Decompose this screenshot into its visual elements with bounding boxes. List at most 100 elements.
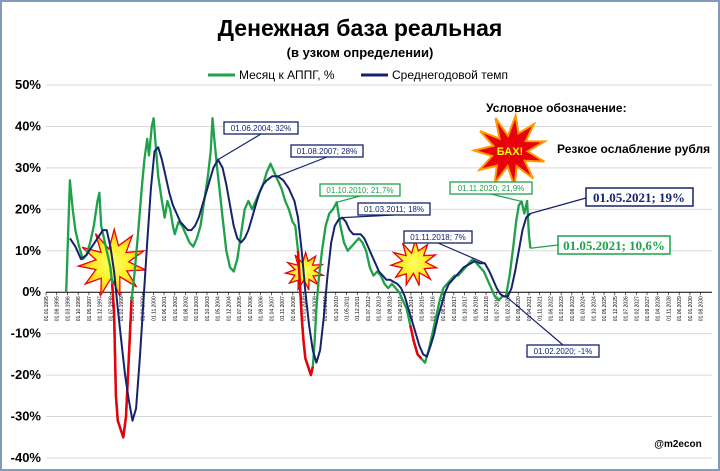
x-tick-label: 01.03.2003 [194, 296, 200, 321]
series-group [65, 117, 532, 439]
x-tick-label: 01.03.2017 [452, 296, 458, 321]
annotation-last-navy-leader [530, 197, 587, 215]
x-tick-label: 01.06.2029 [677, 296, 683, 321]
annotation-peak-2007: 01.08.2007; 28% [297, 147, 358, 156]
x-tick-label: 01.05.2011 [344, 296, 350, 321]
annotation-navy-2020-leader [505, 295, 564, 346]
x-tick-label: 01.01.2023 [559, 296, 565, 321]
x-tick-label: 01.11.2028 [666, 296, 672, 321]
x-tick-label: 01.10.2017 [463, 296, 469, 321]
annotations: 01.06.2004; 32% 01.08.2007; 28% 01.10.2010… [217, 121, 694, 358]
legend-burst: БАХ! [470, 111, 549, 188]
x-tick-label: 01.06.2015 [420, 296, 426, 321]
x-tick-label: 01.09.1999 [130, 296, 136, 321]
y-tick-label: -20% [11, 367, 42, 382]
x-tick-label: 01.11.2014 [409, 296, 415, 321]
annotation-navy-2018: 01.11.2018; 7% [410, 233, 465, 242]
y-tick-label: -40% [11, 450, 42, 465]
burst-marker [388, 237, 439, 288]
x-tick-label: 01.01.2030 [688, 296, 694, 321]
legend-burst-word: БАХ! [497, 146, 523, 158]
annotation-navy-2011-box [357, 202, 431, 216]
x-tick-label: 01.06.2001 [162, 296, 168, 321]
x-tick-label: 01.12.1997 [98, 296, 104, 321]
x-tick-label: 01.03.2024 [581, 296, 587, 321]
y-tick-label: 50% [15, 77, 41, 92]
x-tick-label: 01.03.2010 [323, 296, 329, 321]
x-tick-label: 01.01.2009 [302, 296, 308, 321]
series-line-highlight [296, 250, 315, 377]
annotation-green-2020: 01.11.2020; 21,9% [458, 184, 525, 193]
annotation-peak-2007-leader [277, 156, 328, 177]
annotation-peak-2004-leader [217, 133, 262, 161]
x-tick-label: 01.06.2008 [291, 296, 297, 321]
x-tick-label: 01.04.2007 [269, 296, 275, 321]
annotation-last-navy-box [585, 187, 694, 207]
annotation-last-green-leader [530, 244, 559, 249]
series-line-average [69, 146, 532, 422]
x-tick-label: 01.02.2020 [505, 296, 511, 321]
legend-note-title: Условное обозначение: [486, 101, 627, 115]
annotation-green-2020-leader [490, 193, 522, 203]
x-tick-label: 01.09.2013 [387, 296, 393, 321]
legend-navy-label: Среднегодовой темп [392, 68, 508, 82]
x-tick-label: 01.11.2021 [538, 296, 544, 321]
x-tick-label: 01.08.2016 [441, 296, 447, 321]
y-tick-label: 20% [15, 201, 41, 216]
annotation-navy-2020: 01.02.2020; -1% [534, 347, 593, 356]
y-tick-label: 40% [15, 118, 41, 133]
y-tick-label: 0% [22, 284, 41, 299]
x-tick-label: 01.02.2013 [377, 296, 383, 321]
series-line-monthly [65, 117, 532, 439]
legend: Месяц к АППГ, % Среднегодовой темп [208, 68, 508, 82]
x-tick-label: 01.04.2028 [656, 296, 662, 321]
x-tick-label: 01.07.2026 [624, 296, 630, 321]
x-tick-label: 01.12.2018 [484, 296, 490, 321]
x-tick-label: 01.10.2024 [591, 296, 597, 321]
x-tick-label: 01.08.1995 [55, 296, 61, 321]
annotation-navy-2011: 01.03.2011; 18% [364, 205, 424, 214]
x-tick-label: 01.08.2030 [699, 296, 705, 321]
chart-title: Денежная база реальная [218, 15, 503, 41]
x-tick-label: 01.01.2002 [173, 296, 179, 321]
x-tick-label: 01.09.2020 [516, 296, 522, 321]
annotation-green-2010: 01.10.2010; 21,7% [326, 186, 393, 195]
annotation-peak-2007-box [290, 144, 364, 158]
x-tick-label: 01.10.1996 [76, 296, 82, 321]
x-tick-label: 01.10.2003 [205, 296, 211, 321]
annotation-last-green: 01.05.2021; 10,6% [563, 238, 665, 253]
x-tick-label: 01.07.2005 [237, 296, 243, 321]
x-tick-label: 01.05.1997 [87, 296, 93, 321]
x-tick-label: 01.05.2025 [602, 296, 608, 321]
y-tick-label: -10% [11, 326, 42, 341]
legend-note-description: Резкое ослабление рубля [557, 142, 710, 156]
x-tick-label: 01.07.2019 [495, 296, 501, 321]
x-tick-label: 01.01.1995 [44, 296, 50, 321]
legend-green-label: Месяц к АППГ, % [239, 68, 335, 82]
x-tick-label: 01.04.2021 [527, 296, 533, 321]
x-tick-label: 01.06.2022 [548, 296, 554, 321]
x-tick-label: 01.02.2006 [248, 296, 254, 321]
x-tick-label: 01.02.1999 [119, 296, 125, 321]
x-tick-label: 01.11.2000 [151, 296, 157, 321]
annotation-green-2010-leader [336, 195, 361, 203]
chart-subtitle: (в узком определении) [287, 45, 434, 60]
x-tick-label: 01.05.2018 [473, 296, 479, 321]
x-tick-label: 01.08.2023 [570, 296, 576, 321]
x-tick-label: 01.12.2004 [226, 296, 232, 321]
x-tick-label: 01.03.1996 [65, 296, 71, 321]
x-tick-label: 01.12.2011 [355, 296, 361, 321]
annotation-green-2010-box [319, 183, 401, 197]
annotation-last-green-box [557, 235, 671, 255]
x-axis: 01.01.1995 01.08.1995 01.03.1996 01.10.1996… [44, 292, 705, 321]
y-tick-label: -30% [11, 409, 42, 424]
x-tick-label: 01.07.1998 [108, 296, 114, 321]
annotation-green-2020-box [449, 181, 533, 195]
x-tick-label: 01.09.2027 [645, 296, 651, 321]
annotation-peak-2004: 01.06.2004; 32% [231, 124, 292, 133]
annotation-navy-2018-box [403, 230, 473, 244]
x-tick-label: 01.08.2002 [184, 296, 190, 321]
annotation-last-navy: 01.05.2021; 19% [593, 190, 685, 205]
